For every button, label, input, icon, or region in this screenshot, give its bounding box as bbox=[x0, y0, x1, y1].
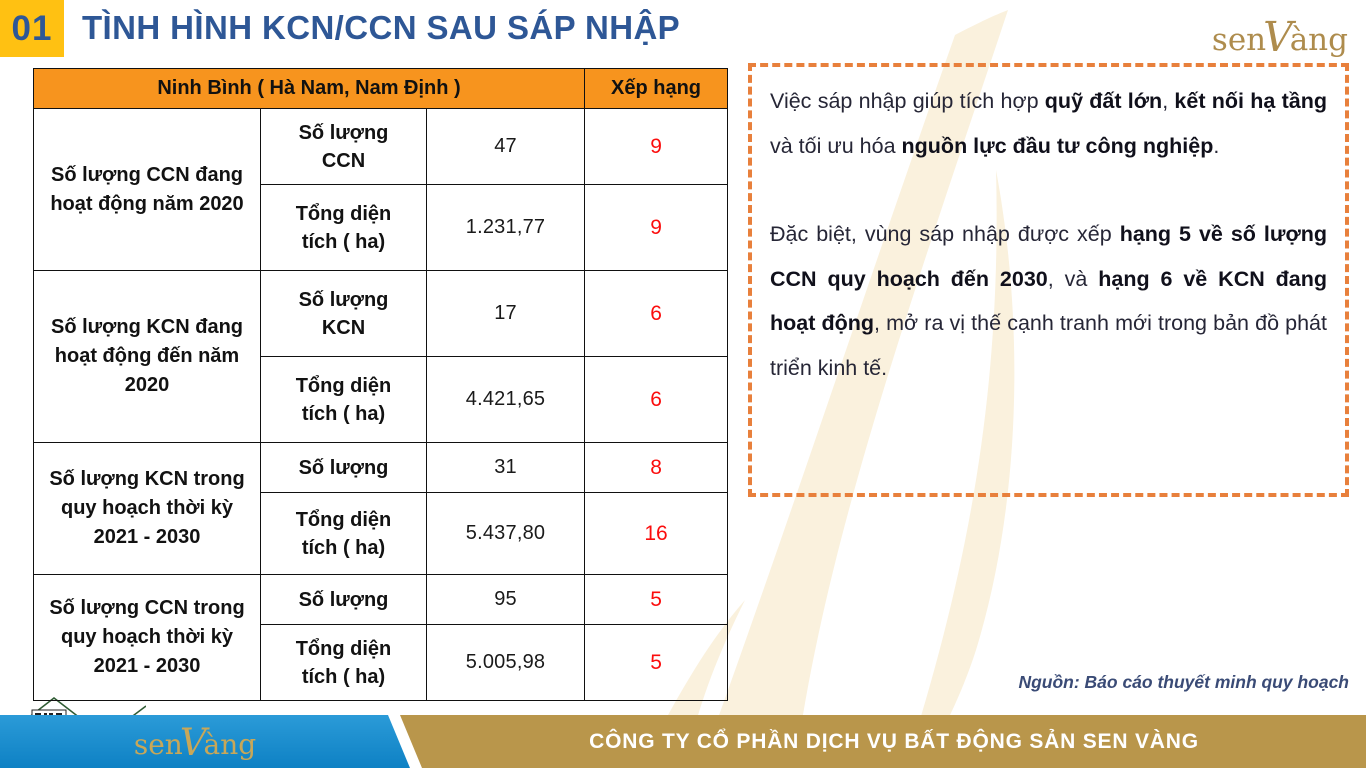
row-group-label-cell: Số lượng CCN trong quy hoạch thời kỳ 202… bbox=[33, 574, 261, 701]
value-cell: 47 bbox=[425, 108, 586, 185]
value-cell: 4.421,65 bbox=[425, 356, 586, 443]
metric-cell: Tổng diện tích ( ha) bbox=[260, 624, 427, 701]
note-paragraph: Việc sáp nhập giúp tích hợp quỹ đất lớn,… bbox=[770, 89, 1327, 158]
row-group-label-cell: Số lượng KCN trong quy hoạch thời kỳ 202… bbox=[33, 442, 261, 575]
rank-cell: 5 bbox=[584, 624, 729, 701]
rank-cell: 9 bbox=[584, 184, 729, 271]
metric-cell: Tổng diện tích ( ha) bbox=[260, 184, 427, 271]
logo-text-post: àng bbox=[1289, 22, 1348, 58]
slide-number-badge: 01 bbox=[0, 0, 64, 57]
rank-cell: 5 bbox=[584, 574, 729, 625]
row-group-label-cell: Số lượng KCN đang hoạt động đến năm 2020 bbox=[33, 270, 261, 443]
value-cell: 17 bbox=[425, 270, 586, 357]
footer-bar: CÔNG TY CỔ PHẦN DỊCH VỤ BẤT ĐỘNG SẢN SEN… bbox=[0, 715, 1366, 768]
lotus-v-glyph: V bbox=[179, 721, 207, 764]
lotus-v-glyph: V bbox=[1263, 13, 1293, 61]
kcn-ccn-table-container: Ninh Bình ( Hà Nam, Nam Định ) Xếp hạng … bbox=[32, 68, 729, 701]
note-paragraph: Đặc biệt, vùng sáp nhập được xếp hạng 5 … bbox=[770, 222, 1327, 380]
table-row: Số lượng CCN đang hoạt động năm 2020 Số l… bbox=[33, 108, 729, 271]
rank-cell: 8 bbox=[584, 442, 729, 493]
metric-cell: Số lượng CCN bbox=[260, 108, 427, 185]
rank-header-cell: Xếp hạng bbox=[584, 68, 729, 109]
value-cell: 95 bbox=[425, 574, 586, 625]
value-cell: 5.437,80 bbox=[425, 492, 586, 575]
slide-number: 01 bbox=[11, 8, 53, 48]
value-cell: 5.005,98 bbox=[425, 624, 586, 701]
senvang-logo-top: senVàng bbox=[1211, 12, 1348, 61]
table-header-row: Ninh Bình ( Hà Nam, Nam Định ) Xếp hạng bbox=[32, 68, 729, 109]
rank-cell: 6 bbox=[584, 270, 729, 357]
metric-cell: Số lượng bbox=[260, 442, 427, 493]
source-caption: Nguồn: Báo cáo thuyết minh quy hoạch bbox=[1018, 672, 1349, 692]
page-title: TÌNH HÌNH KCN/CCN SAU SÁP NHẬP bbox=[82, 9, 681, 46]
value-cell: 31 bbox=[425, 442, 586, 493]
table-row: Số lượng CCN trong quy hoạch thời kỳ 202… bbox=[33, 574, 729, 701]
metric-cell: Số lượng KCN bbox=[260, 270, 427, 357]
metric-cell: Số lượng bbox=[260, 574, 427, 625]
table-row: Số lượng KCN trong quy hoạch thời kỳ 202… bbox=[33, 442, 729, 575]
senvang-logo-footer: senVàng bbox=[133, 720, 257, 764]
note-paragraphs: Việc sáp nhập giúp tích hợp quỹ đất lớn,… bbox=[770, 79, 1327, 390]
region-header-cell: Ninh Bình ( Hà Nam, Nam Định ) bbox=[32, 68, 586, 109]
logo-text-post: àng bbox=[203, 728, 257, 761]
metric-cell: Tổng diện tích ( ha) bbox=[260, 356, 427, 443]
summary-note-box: Việc sáp nhập giúp tích hợp quỹ đất lớn,… bbox=[748, 63, 1349, 497]
rank-cell: 6 bbox=[584, 356, 729, 443]
kcn-table-body: Số lượng CCN đang hoạt động năm 2020 Số l… bbox=[33, 108, 729, 701]
table-row: Số lượng KCN đang hoạt động đến năm 2020… bbox=[33, 270, 729, 443]
logo-text-pre: sen bbox=[133, 728, 183, 761]
rank-cell: 9 bbox=[584, 108, 729, 185]
rank-cell: 16 bbox=[584, 492, 729, 575]
metric-cell: Tổng diện tích ( ha) bbox=[260, 492, 427, 575]
row-group-label-cell: Số lượng CCN đang hoạt động năm 2020 bbox=[33, 108, 261, 271]
kcn-ccn-table: Ninh Bình ( Hà Nam, Nam Định ) Xếp hạng … bbox=[32, 68, 729, 701]
footer-blue-band: senVàng bbox=[0, 715, 410, 768]
value-cell: 1.231,77 bbox=[425, 184, 586, 271]
company-name: CÔNG TY CỔ PHẦN DỊCH VỤ BẤT ĐỘNG SẢN SEN… bbox=[589, 729, 1199, 753]
logo-text-pre: sen bbox=[1211, 22, 1267, 58]
